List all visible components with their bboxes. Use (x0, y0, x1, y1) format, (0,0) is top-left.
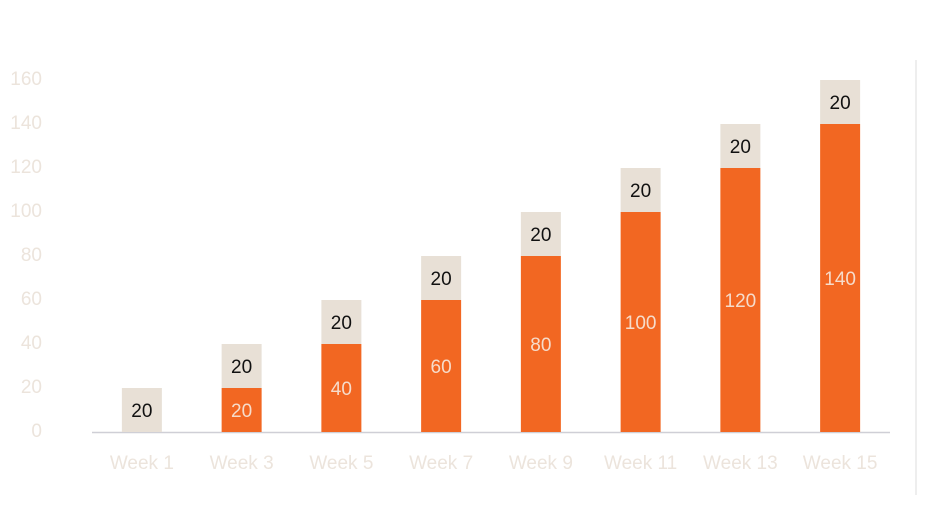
bar-segment (720, 168, 761, 432)
bar-segment (820, 80, 861, 124)
data-label: 20 (431, 269, 452, 290)
y-tick-label: 0 (31, 421, 42, 442)
bar-segment (520, 212, 561, 256)
bar-segment (720, 124, 761, 168)
y-tick-label: 100 (10, 201, 42, 222)
data-label: 20 (331, 313, 352, 334)
bar-segment (620, 212, 661, 432)
bar-segment (520, 256, 561, 432)
x-tick-label: Week 3 (210, 453, 274, 474)
x-tick-label: Week 9 (509, 453, 573, 474)
data-label: 120 (725, 291, 757, 312)
bar-segment (620, 168, 661, 212)
data-label: 20 (131, 401, 152, 422)
y-tick-label: 40 (21, 333, 42, 354)
bar-segment (321, 344, 362, 432)
y-tick-label: 140 (10, 113, 42, 134)
data-label: 80 (530, 335, 551, 356)
data-label: 20 (630, 181, 651, 202)
data-label: 100 (625, 313, 657, 334)
bar-segment (820, 124, 861, 432)
y-tick-label: 20 (21, 377, 42, 398)
y-tick-label: 60 (21, 289, 42, 310)
y-tick-label: 120 (10, 157, 42, 178)
data-label: 140 (824, 269, 856, 290)
data-label: 20 (231, 401, 252, 422)
bar-segment (321, 300, 362, 344)
x-tick-label: Week 5 (309, 453, 373, 474)
y-tick-label: 160 (10, 69, 42, 90)
bar-segment (221, 344, 262, 388)
data-label: 20 (730, 137, 751, 158)
y-tick-label: 80 (21, 245, 42, 266)
data-label: 20 (231, 357, 252, 378)
x-tick-label: Week 15 (803, 453, 878, 474)
data-label: 40 (331, 379, 352, 400)
bar-segment (221, 388, 262, 432)
bar-segment (121, 388, 162, 432)
x-tick-label: Week 7 (409, 453, 473, 474)
bar-segment (421, 300, 462, 432)
x-tick-label: Week 1 (110, 453, 174, 474)
data-label: 20 (830, 93, 851, 114)
x-tick-label: Week 11 (604, 453, 677, 474)
data-label: 20 (530, 225, 551, 246)
x-tick-label: Week 13 (703, 453, 778, 474)
bar-segment (421, 256, 462, 300)
data-label: 60 (431, 357, 452, 378)
